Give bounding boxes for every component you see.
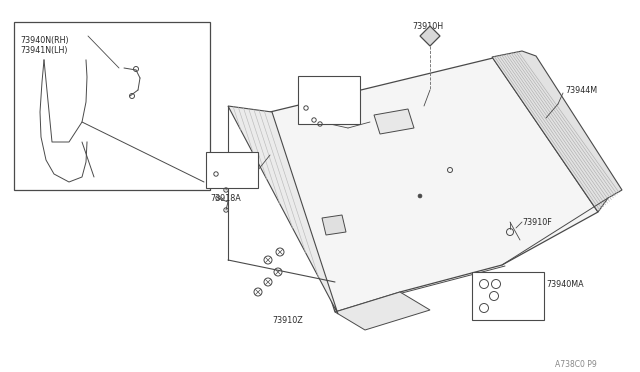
Polygon shape [492, 51, 622, 212]
Text: 73940N(RH): 73940N(RH) [20, 36, 68, 45]
Text: 73910H: 73910H [412, 22, 443, 31]
Text: 73941N(LH): 73941N(LH) [20, 46, 67, 55]
Polygon shape [322, 215, 346, 235]
Text: 73940N: 73940N [208, 160, 239, 169]
Circle shape [418, 194, 422, 198]
Text: 73910F: 73910F [522, 218, 552, 227]
Bar [14, 22, 210, 190]
Polygon shape [335, 292, 430, 330]
Text: 73910Z: 73910Z [272, 316, 303, 325]
Text: 73940MA: 73940MA [546, 280, 584, 289]
Polygon shape [420, 26, 440, 46]
Polygon shape [374, 109, 414, 134]
Bar [298, 76, 360, 124]
Polygon shape [228, 106, 338, 314]
Text: 73918A: 73918A [210, 194, 241, 203]
Bar [206, 152, 258, 188]
Text: 73944M: 73944M [565, 86, 597, 95]
Text: 73940M: 73940M [300, 84, 332, 93]
Text: 73918A: 73918A [304, 100, 335, 109]
Text: 73918AA: 73918AA [508, 294, 545, 303]
Polygon shape [270, 58, 598, 312]
Bar [472, 272, 544, 320]
Text: A738C0 P9: A738C0 P9 [555, 360, 596, 369]
